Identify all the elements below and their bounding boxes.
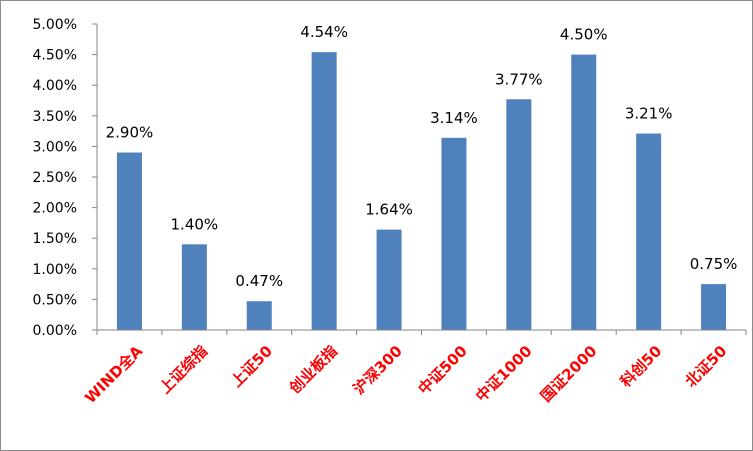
data-label: 0.47% (235, 272, 283, 290)
bar (636, 133, 662, 330)
y-axis-ticks: 0.00% 0.50% 1.00% 1.50% 2.00% 2.50% 3.00% 3.50%… (33, 17, 77, 339)
axes (92, 23, 747, 335)
y-tick-label: 0.50% (33, 292, 77, 308)
data-labels: 2.90% 1.40% 0.47% 4.54% 1.64% 3.14% 3.77% 4.50%… (106, 23, 738, 290)
y-tick-label: 0.00% (33, 323, 77, 339)
bar (701, 284, 727, 330)
y-tick-label: 1.00% (33, 262, 77, 278)
bar (441, 137, 467, 330)
x-tick-label: 上证50 (227, 342, 276, 391)
bar (376, 229, 402, 330)
y-tick-label: 2.50% (33, 170, 77, 186)
x-tick-label: 上证综指 (156, 342, 211, 397)
data-label: 3.21% (625, 105, 673, 123)
y-tick-label: 5.00% (33, 17, 77, 33)
data-label: 0.75% (690, 255, 738, 273)
y-tick-label: 4.50% (33, 48, 77, 64)
bar (246, 301, 272, 330)
x-tick-label: 中证1000 (472, 342, 535, 405)
y-tick-label: 2.00% (33, 201, 77, 217)
x-tick-label: 沪深300 (350, 342, 406, 398)
y-tick-label: 1.50% (33, 231, 77, 247)
data-label: 2.90% (106, 124, 154, 142)
x-tick-label: 中证500 (415, 342, 471, 398)
x-tick-label: 科创50 (617, 342, 666, 391)
bar (506, 99, 532, 330)
bars (116, 52, 727, 330)
x-tick-label: WIND全A (81, 342, 146, 407)
data-label: 4.50% (560, 26, 608, 44)
y-tick-label: 3.50% (33, 109, 77, 125)
x-tick-label: 北证50 (682, 342, 731, 391)
data-label: 3.77% (495, 70, 543, 88)
data-label: 1.64% (365, 201, 413, 219)
bar (181, 244, 207, 330)
data-label: 4.54% (300, 23, 348, 41)
data-label: 3.14% (430, 109, 478, 127)
x-tick-label: 创业板指 (285, 342, 341, 398)
data-label: 1.40% (171, 215, 219, 233)
bar (116, 152, 142, 330)
bar (571, 54, 597, 330)
x-axis-labels: WIND全A 上证综指 上证50 创业板指 沪深300 中证500 中证1000 国证2000… (81, 342, 730, 407)
y-tick-label: 4.00% (33, 78, 77, 94)
x-tick-label: 国证2000 (537, 342, 600, 405)
y-tick-label: 3.00% (33, 139, 77, 155)
bar (311, 52, 337, 330)
